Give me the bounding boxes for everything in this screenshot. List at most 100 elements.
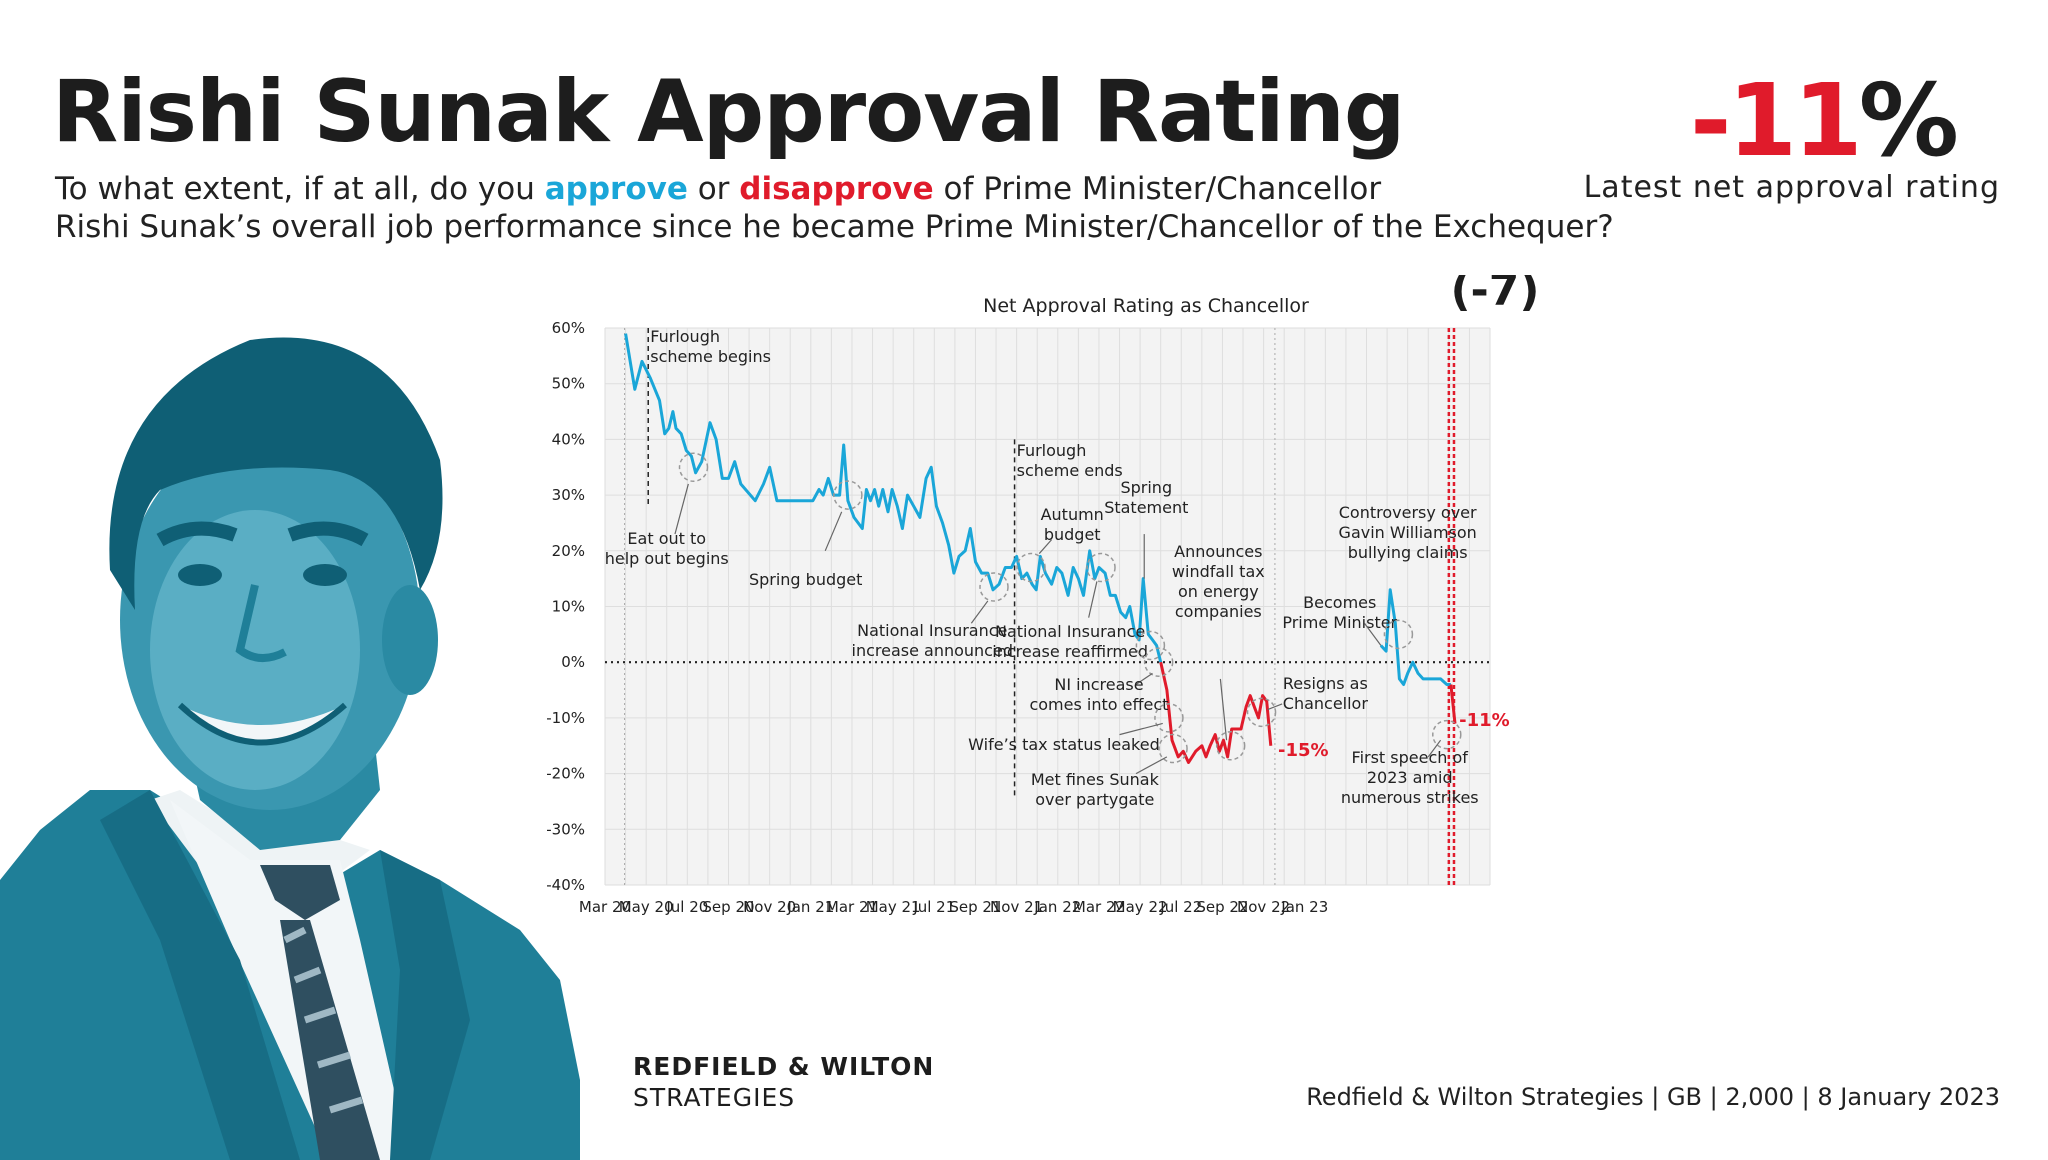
y-tick-label: -10% <box>546 709 585 727</box>
x-tick-label: Mar 22 <box>1073 898 1125 916</box>
annotation-furlough-begins: Furlough scheme begins <box>650 327 771 366</box>
annotation-circle-williamson <box>1383 619 1414 650</box>
chart-annotations: Furlough scheme begins Eat out to help out … <box>605 327 1510 809</box>
annotation-circle-autumn-budget <box>1016 552 1046 583</box>
net-approval-chart: Net Approval Rating as Chancellor 60% 50%… <box>546 275 1539 916</box>
x-tick-label: May 22 <box>1113 898 1168 916</box>
annotation-leader-becomes-pm <box>1363 622 1382 646</box>
annotation-furlough-ends: Furlough scheme ends <box>1017 441 1123 480</box>
x-tick-label: Jul 20 <box>665 898 708 916</box>
change-badge: (-7) <box>1450 275 1539 316</box>
annotation-spring-statement: Spring Statement <box>1104 478 1188 517</box>
x-tick-label: Mar 20 <box>579 898 631 916</box>
annotation-circle-ni-effect <box>1143 647 1174 677</box>
chart-series <box>624 333 1457 764</box>
chart-reference-lines <box>605 328 1490 885</box>
annotation-circle-resigns <box>1246 697 1277 728</box>
portrait-figure <box>0 337 580 1160</box>
annotation-circle-first-speech <box>1432 719 1462 750</box>
y-tick-label: -30% <box>546 820 585 838</box>
annotation-circle-windfall-tax <box>1215 731 1246 761</box>
question-text-start: To what extent, if at all, do you <box>55 171 545 207</box>
annotation-leader-ni-announced <box>970 600 989 624</box>
x-tick-label: May 20 <box>619 898 674 916</box>
latest-net-approval-value: -11% <box>1690 62 1959 179</box>
annotation-ni-announced: National Insurance increase announced <box>852 621 1013 660</box>
annotation-resigns: Resigns as Chancellor <box>1283 674 1369 713</box>
page-title: Rishi Sunak Approval Rating <box>52 62 1405 162</box>
annotation-met-fines: Met fines Sunak over partygate <box>1031 770 1160 809</box>
annotation-windfall-tax: Announces windfall tax on energy companies <box>1172 542 1265 621</box>
annotation-becomes-pm: Becomes Prime Minister <box>1282 593 1397 632</box>
chart-title: Net Approval Rating as Chancellor <box>983 295 1309 317</box>
annotation-wife-tax: Wife’s tax status leaked <box>968 735 1160 754</box>
latest-net-approval-label: Latest net approval rating <box>1583 170 2000 205</box>
x-tick-label: Jan 23 <box>1280 898 1328 916</box>
annotation-leader-windfall-tax <box>1219 678 1228 741</box>
x-tick-label: May 21 <box>866 898 921 916</box>
annotation-circle-spring-budget <box>833 480 863 510</box>
question-text-line2: Rishi Sunak’s overall job performance si… <box>55 209 1614 245</box>
y-tick-label: -20% <box>546 765 585 783</box>
y-tick-label: -40% <box>546 876 585 894</box>
x-tick-label: Nov 20 <box>743 898 796 916</box>
annotation-leader-resigns <box>1267 703 1283 711</box>
latest-sign: - <box>1690 62 1731 179</box>
annotation-autumn-budget: Autumn budget <box>1041 505 1104 544</box>
y-tick-label: 20% <box>552 542 585 560</box>
end-label-chancellor: -15% <box>1278 740 1329 761</box>
annotation-circle-met-fines <box>1158 733 1188 764</box>
series-line-prime-minister-latest <box>1449 684 1457 724</box>
annotation-leader-autumn-budget <box>1038 539 1053 554</box>
annotation-eat-out: Eat out to help out begins <box>605 529 729 568</box>
x-tick-label: Sep 20 <box>702 898 754 916</box>
x-tick-label: Sep 22 <box>1196 898 1248 916</box>
brand-subtitle: STRATEGIES <box>633 1083 796 1112</box>
annotation-leader-ni-effect <box>1135 672 1153 685</box>
annotation-circle-eat-out <box>678 452 709 482</box>
annotation-williamson: Controversy over Gavin Williamson bullying… <box>1339 503 1477 562</box>
y-axis: 60% 50% 40% 30% 20% 10% 0% -10% -20% -30% -40% <box>546 319 585 894</box>
portrait-illustration <box>0 337 580 1160</box>
annotation-circle-ni-reaffirmed <box>1086 552 1116 583</box>
question-text-mid: of Prime Minister/Chancellor <box>933 171 1382 207</box>
series-line-net-negative <box>1159 661 1273 764</box>
x-tick-label: Sep 21 <box>949 898 1001 916</box>
annotation-leader-met-fines <box>1135 756 1168 775</box>
annotation-ni-effect: NI increase comes into effect <box>1029 675 1168 714</box>
series-line-chancellor <box>624 333 1163 663</box>
y-tick-label: 10% <box>552 598 585 616</box>
annotation-circle-ni-announced <box>979 572 1009 602</box>
y-tick-label: 30% <box>552 486 585 504</box>
brand-name: REDFIELD & WILTON <box>633 1052 935 1081</box>
annotation-circle-wife-tax <box>1154 703 1184 733</box>
question-or: or <box>687 171 740 207</box>
x-tick-label: Nov 22 <box>1237 898 1290 916</box>
y-tick-label: 40% <box>552 430 585 448</box>
source-note: Redfield & Wilton Strategies | GB | 2,00… <box>1306 1083 2000 1111</box>
x-tick-label: Jul 22 <box>1159 898 1202 916</box>
end-label-prime-minister: -11% <box>1459 710 1510 731</box>
question-approve-word: approve <box>544 171 688 207</box>
y-tick-label: 60% <box>552 319 585 337</box>
x-tick-label: Jan 22 <box>1033 898 1081 916</box>
series-line-prime-minister <box>1379 588 1451 686</box>
y-tick-label: 0% <box>561 653 585 671</box>
annotation-leader-spring-budget <box>824 511 843 552</box>
x-tick-label: Nov 21 <box>990 898 1043 916</box>
annotation-circle-spring-statement <box>1135 630 1166 661</box>
x-tick-label: Mar 21 <box>826 898 878 916</box>
annotation-ni-reaffirmed: National Insurance increase reaffirmed <box>992 622 1148 661</box>
survey-question: To what extent, if at all, do you approv… <box>55 170 1615 246</box>
x-tick-label: Jul 21 <box>912 898 955 916</box>
latest-number: 11 <box>1727 62 1863 179</box>
question-disapprove-word: disapprove <box>739 171 934 207</box>
annotation-leader-ni-reaffirmed <box>1088 581 1098 618</box>
annotation-leader-eat-out <box>674 483 689 535</box>
annotation-leader-wife-tax <box>1119 722 1163 736</box>
annotation-leader-first-speech <box>1427 739 1442 758</box>
latest-percent-sign: % <box>1858 62 1959 179</box>
annotation-spring-budget: Spring budget <box>749 570 862 589</box>
annotation-first-speech: First speech of 2023 amid numerous strikes <box>1341 748 1479 807</box>
